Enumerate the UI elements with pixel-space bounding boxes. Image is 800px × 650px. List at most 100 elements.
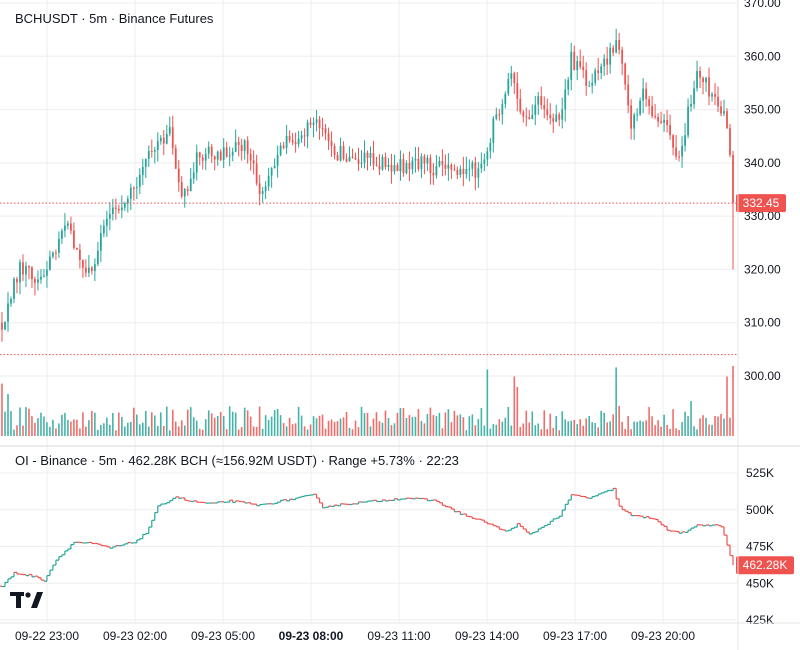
candle-body [13, 278, 15, 299]
candle-body [507, 79, 510, 94]
candle-body [297, 138, 300, 145]
volume-bar [288, 417, 291, 436]
candle-body [621, 49, 624, 64]
volume-bar [345, 411, 348, 436]
volume-bar [615, 367, 617, 436]
volume-bar [558, 430, 561, 436]
candle-body [561, 109, 564, 120]
candle-body [201, 157, 204, 161]
candle-body [228, 155, 231, 157]
candle-body [147, 150, 150, 159]
volume-bar [408, 415, 411, 436]
candle-body [153, 150, 156, 152]
candle-body [726, 111, 728, 129]
volume-bar [94, 412, 96, 436]
candle-body [609, 47, 612, 65]
volume-bar [633, 421, 635, 436]
candle-body [720, 106, 722, 114]
volume-bar [136, 414, 138, 436]
candle-body [300, 135, 303, 139]
volume-bar [630, 429, 632, 436]
volume-bar [705, 417, 707, 436]
time-tick-label: 09-23 05:00 [191, 629, 255, 643]
candle-body [64, 225, 66, 231]
volume-bar [213, 417, 216, 436]
candle-body [246, 140, 249, 155]
candle-body [642, 88, 645, 101]
candle-body [213, 156, 216, 160]
volume-bar [576, 424, 579, 436]
tradingview-logo-icon[interactable] [10, 592, 44, 613]
volume-bar [240, 427, 243, 436]
candle-body [108, 214, 111, 219]
volume-bar [495, 424, 498, 436]
candle-body [84, 267, 87, 273]
candle-body [630, 105, 633, 129]
candle-body [426, 157, 429, 164]
volume-bar [294, 423, 297, 436]
volume-bar [645, 420, 647, 436]
candle-body [459, 168, 462, 175]
time-tick-label: 09-22 23:00 [15, 629, 79, 643]
candle-body [468, 168, 471, 170]
candle-body [447, 164, 450, 169]
volume-bar [7, 394, 9, 436]
candle-body [534, 104, 537, 115]
volume-bar [88, 420, 90, 436]
candle-body [558, 114, 561, 120]
candle-body [321, 128, 324, 130]
volume-bar [531, 411, 534, 436]
price-tick-label: 310.00 [744, 316, 781, 330]
candle-body [501, 104, 504, 115]
candle-body [43, 275, 45, 277]
oi-last-tag-label: 462.28K [743, 558, 788, 572]
volume-bar [480, 407, 483, 436]
candle-body [492, 118, 495, 143]
price-candles[interactable] [1, 28, 734, 342]
candle-body [681, 145, 683, 157]
candle-body [573, 51, 576, 70]
candle-body [267, 175, 270, 187]
volume-bar [366, 412, 369, 436]
candle-body [312, 122, 315, 125]
candle-body [375, 164, 378, 166]
candle-body [294, 142, 297, 145]
candle-body [549, 114, 552, 119]
volume-bar [64, 412, 66, 436]
volume-bar [534, 425, 537, 436]
candle-body [654, 116, 657, 118]
candle-body [570, 51, 573, 80]
candle-body [162, 137, 165, 144]
candle-body [75, 248, 78, 250]
candle-body [219, 151, 222, 161]
volume-bar [106, 417, 108, 436]
candle-body [636, 114, 639, 116]
volume-bar [507, 406, 510, 436]
price-tick-label: 360.00 [744, 49, 781, 63]
oi-line[interactable] [0, 487, 734, 588]
candle-body [732, 154, 734, 204]
candle-body [261, 190, 264, 195]
candle-body [552, 118, 555, 122]
volume-bar [186, 409, 189, 436]
candle-body [37, 279, 39, 283]
volume-bar [282, 423, 285, 436]
volume-bar [474, 425, 477, 436]
candle-body [582, 66, 585, 71]
volume-bar [432, 415, 435, 436]
volume-bar [318, 415, 321, 436]
volume-bar [723, 418, 725, 436]
candle-body [384, 157, 387, 167]
candle-body [390, 164, 393, 172]
candle-body [543, 104, 546, 110]
volume-bar [624, 428, 626, 436]
volume-bar [603, 412, 605, 436]
candle-body [99, 233, 102, 251]
candle-body [684, 135, 686, 146]
volume-bar [339, 418, 342, 436]
volume-bar [321, 414, 324, 436]
volume-bar [97, 429, 99, 436]
candle-body [666, 119, 668, 126]
candle-body [351, 156, 354, 158]
